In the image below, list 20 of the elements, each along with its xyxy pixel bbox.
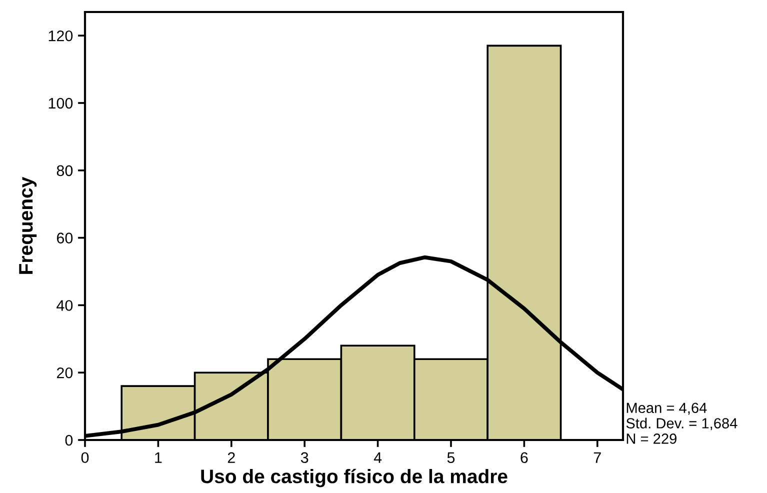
text: N = 229 bbox=[626, 434, 676, 444]
x-tick-label: 2 bbox=[228, 452, 235, 463]
text: Std. Dev. = 1,684 bbox=[626, 418, 738, 430]
x-tick-label: 6 bbox=[520, 452, 528, 464]
x-axis-title: Uso de castigo físico de la madre bbox=[201, 468, 508, 488]
x-tick-label: 4 bbox=[374, 452, 382, 463]
y-tick-label: 100 bbox=[48, 98, 73, 109]
y-tick-label: 80 bbox=[56, 165, 73, 176]
text: Mean = 4,64 bbox=[626, 402, 707, 415]
y-tick-label: 20 bbox=[56, 367, 73, 378]
x-tick-label: 3 bbox=[300, 452, 308, 464]
y-tick-label: 0 bbox=[65, 434, 73, 446]
x-tick-label: 0 bbox=[81, 452, 89, 464]
y-axis-title: Frequency bbox=[19, 176, 37, 274]
x-tick-label: 5 bbox=[447, 452, 455, 464]
y-tick-label: 40 bbox=[56, 300, 73, 311]
x-tick-label: 1 bbox=[155, 452, 162, 463]
x-tick-label: 7 bbox=[594, 452, 601, 463]
y-tick-label: 60 bbox=[56, 232, 73, 244]
y-tick-label: 120 bbox=[48, 30, 73, 42]
